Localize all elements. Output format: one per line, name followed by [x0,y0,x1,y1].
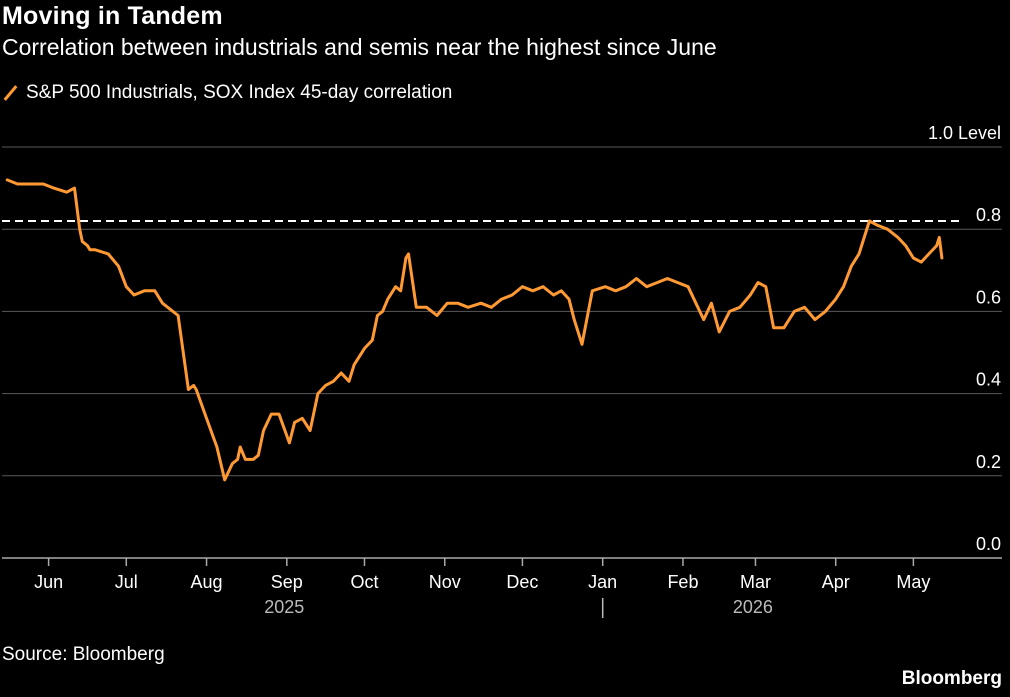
chart-subtitle: Correlation between industrials and semi… [2,34,717,60]
y-tick-label: 0.2 [976,452,1001,472]
x-tick-label: Mar [740,572,771,592]
year-label: 2026 [733,597,773,617]
y-tick-label: 0.4 [976,370,1001,390]
legend-label: S&P 500 Industrials, SOX Index 45-day co… [26,82,453,103]
gridlines [2,146,1002,477]
brand-logo: Bloomberg [901,668,1002,689]
x-tick-label: Jun [34,572,63,592]
series-line [5,178,944,482]
x-tick-label: Sep [271,572,303,592]
legend: S&P 500 Industrials, SOX Index 45-day co… [2,82,452,104]
x-tick-label: Oct [350,572,378,592]
x-tick-label: Dec [506,572,538,592]
x-tick-label: Nov [429,572,461,592]
x-tick-label: Feb [667,572,698,592]
series-group [5,178,944,482]
source-note: Source: Bloomberg [2,644,165,665]
y-axis-ticks: 0.0 0.2 0.4 0.6 0.8 1.0 Level [928,123,1001,554]
y-tick-label: 1.0 Level [928,123,1001,143]
y-tick-label: 0.0 [976,534,1001,554]
y-tick-label: 0.6 [976,287,1001,307]
x-tick-label: May [896,572,930,592]
line-chart: 0.0 0.2 0.4 0.6 0.8 1.0 Level Jun Jul Aug Sep Oct… [2,123,1002,618]
y-tick-label: 0.8 [976,205,1001,225]
x-tick-label: Jan [588,572,617,592]
chart-title: Moving in Tandem [2,2,223,30]
x-tick-label: Aug [191,572,223,592]
x-axis: Jun Jul Aug Sep Oct Nov Dec Jan Feb Mar Apr May 2025… [2,557,1002,618]
year-label: 2025 [264,597,304,617]
x-tick-label: Jul [115,572,138,592]
x-tick-label: Apr [822,572,850,592]
